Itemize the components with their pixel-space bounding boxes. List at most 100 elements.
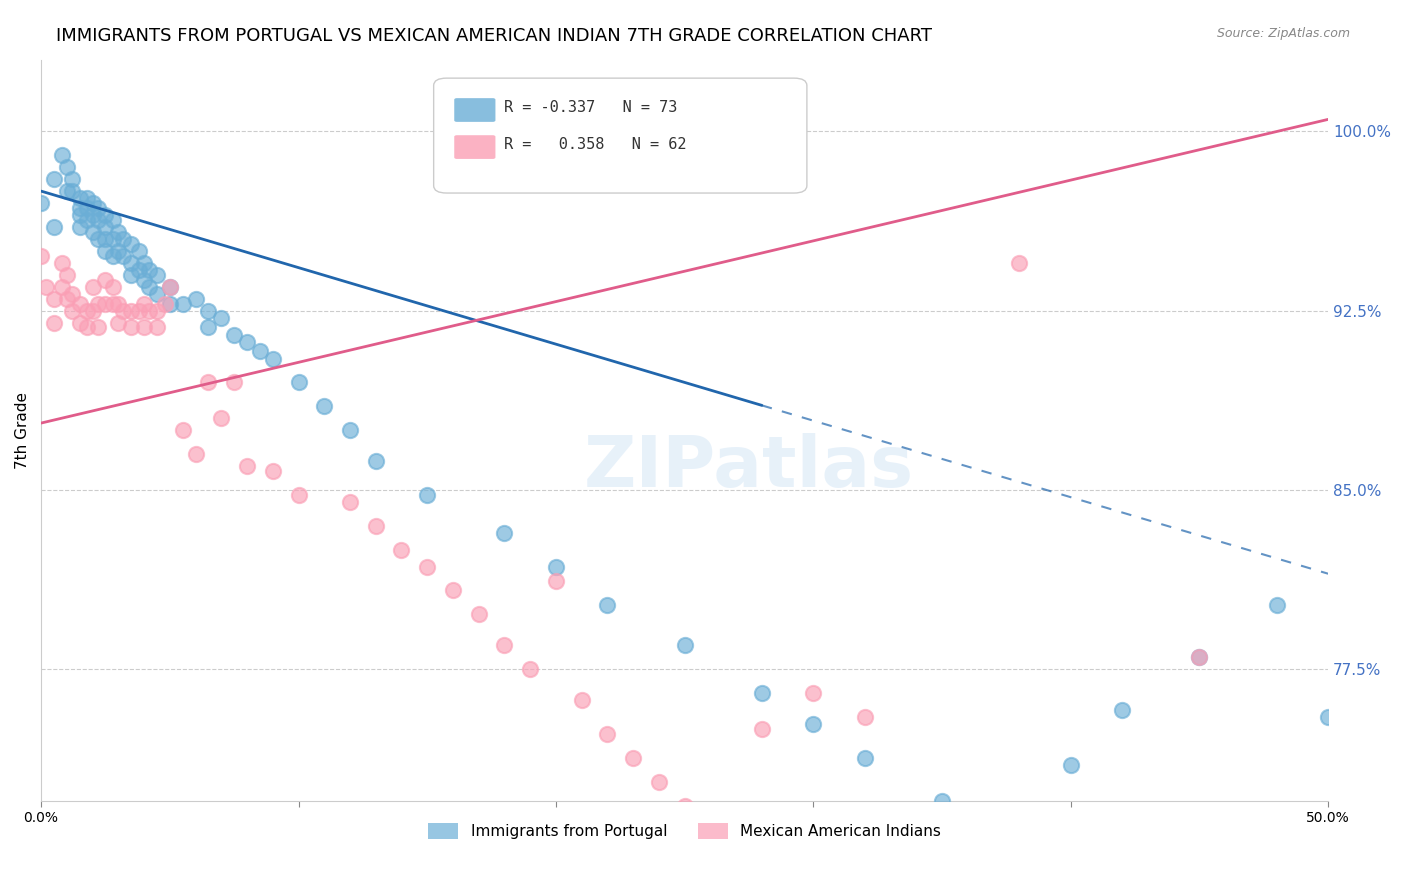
Point: [128, 244, 150, 258]
Point: [224, 376, 246, 390]
Point: [103, 296, 125, 310]
Point: [416, 559, 439, 574]
Point: [339, 423, 361, 437]
Point: [236, 459, 259, 474]
Point: [224, 327, 246, 342]
Point: [120, 236, 142, 251]
Point: [197, 320, 219, 334]
Point: [159, 279, 181, 293]
Point: [128, 263, 150, 277]
Point: [103, 212, 125, 227]
Point: [153, 296, 176, 310]
Point: [364, 519, 387, 533]
Point: [30, 196, 52, 211]
Point: [621, 751, 644, 765]
Point: [107, 225, 129, 239]
Point: [801, 717, 824, 731]
Point: [60, 184, 83, 198]
Point: [1111, 703, 1133, 717]
Point: [1008, 256, 1031, 270]
Point: [391, 542, 413, 557]
Point: [1008, 822, 1031, 837]
Point: [1060, 758, 1083, 772]
Point: [494, 526, 516, 541]
FancyBboxPatch shape: [433, 78, 807, 193]
Point: [60, 172, 83, 186]
Point: [287, 488, 309, 502]
FancyBboxPatch shape: [454, 136, 495, 159]
Point: [172, 423, 194, 437]
Point: [87, 201, 110, 215]
Point: [519, 662, 541, 676]
Point: [103, 249, 125, 263]
Point: [441, 583, 464, 598]
Point: [103, 279, 125, 293]
Point: [69, 219, 91, 234]
Point: [673, 639, 696, 653]
Text: IMMIGRANTS FROM PORTUGAL VS MEXICAN AMERICAN INDIAN 7TH GRADE CORRELATION CHART: IMMIGRANTS FROM PORTUGAL VS MEXICAN AMER…: [56, 27, 932, 45]
Point: [69, 201, 91, 215]
Point: [42, 219, 65, 234]
Point: [76, 212, 98, 227]
Point: [184, 292, 207, 306]
Point: [69, 316, 91, 330]
Point: [112, 249, 135, 263]
Point: [60, 303, 83, 318]
Point: [128, 303, 150, 318]
Point: [648, 774, 671, 789]
Point: [94, 244, 117, 258]
Point: [94, 232, 117, 246]
Point: [184, 447, 207, 461]
Point: [51, 256, 73, 270]
Point: [107, 244, 129, 258]
Point: [544, 559, 567, 574]
Point: [159, 296, 181, 310]
Point: [76, 201, 98, 215]
Point: [94, 208, 117, 222]
Point: [853, 751, 876, 765]
Point: [87, 320, 110, 334]
Point: [853, 710, 876, 724]
Point: [801, 686, 824, 700]
Point: [51, 148, 73, 162]
Point: [94, 296, 117, 310]
Point: [314, 400, 336, 414]
Point: [94, 219, 117, 234]
Point: [87, 232, 110, 246]
Point: [82, 279, 104, 293]
Point: [467, 607, 489, 622]
Point: [56, 184, 79, 198]
Point: [120, 268, 142, 282]
Point: [416, 488, 439, 502]
Point: [364, 454, 387, 468]
Point: [60, 287, 83, 301]
Point: [571, 693, 593, 707]
Point: [262, 351, 284, 366]
Point: [209, 310, 232, 325]
Point: [56, 292, 79, 306]
Point: [146, 303, 169, 318]
Point: [76, 303, 98, 318]
Point: [35, 279, 58, 293]
Point: [132, 296, 155, 310]
Point: [1317, 710, 1340, 724]
Point: [132, 272, 155, 286]
Point: [287, 376, 309, 390]
Point: [596, 598, 619, 612]
Point: [82, 303, 104, 318]
Point: [30, 249, 52, 263]
Point: [112, 303, 135, 318]
Point: [107, 316, 129, 330]
Point: [120, 320, 142, 334]
Text: Source: ZipAtlas.com: Source: ZipAtlas.com: [1216, 27, 1350, 40]
Point: [544, 574, 567, 588]
Point: [82, 225, 104, 239]
Point: [197, 303, 219, 318]
Point: [87, 212, 110, 227]
Point: [146, 287, 169, 301]
Y-axis label: 7th Grade: 7th Grade: [15, 392, 30, 468]
Text: R =   0.358   N = 62: R = 0.358 N = 62: [505, 137, 688, 153]
Point: [132, 256, 155, 270]
Point: [56, 160, 79, 174]
Point: [132, 320, 155, 334]
